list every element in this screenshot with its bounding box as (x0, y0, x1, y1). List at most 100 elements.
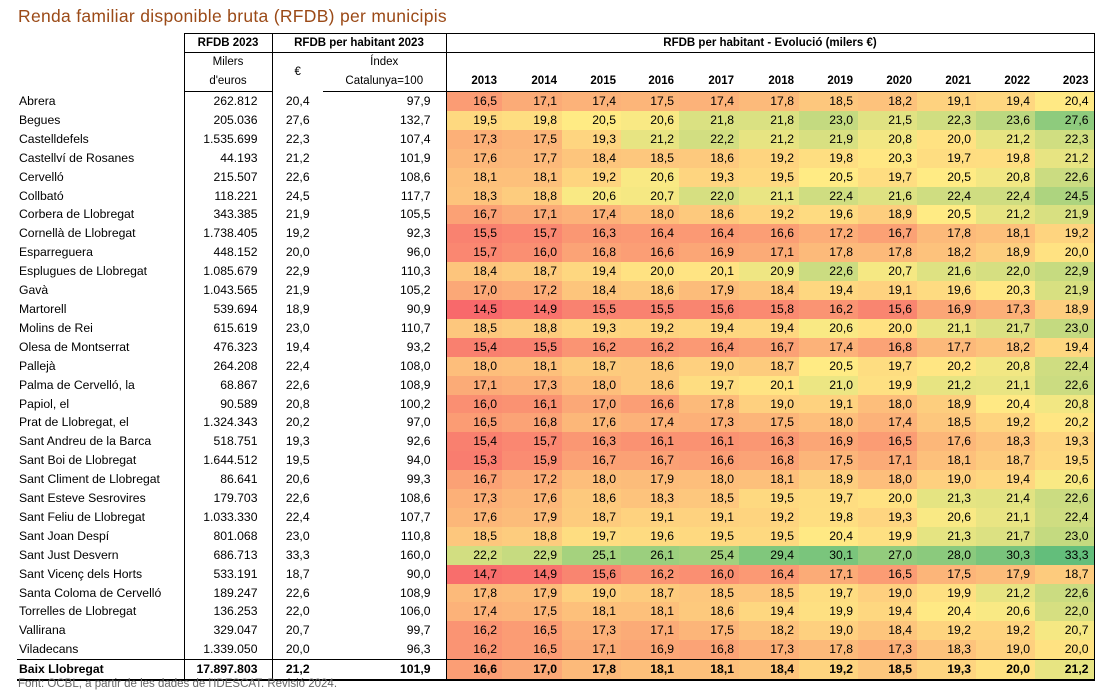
municipality-name: Sant Andreu de la Barca (19, 434, 152, 449)
evolution-cell: 17,3 (502, 375, 562, 395)
evolution-cell: 18,9 (976, 243, 1035, 263)
evolution-cell: 16,3 (562, 224, 621, 244)
evolution-cell: 21,0 (799, 375, 858, 395)
evolution-cell: 18,5 (858, 659, 917, 682)
evolution-cell: 18,1 (679, 659, 739, 682)
table-title: Renda familiar disponible bruta (RFDB) p… (18, 6, 447, 26)
evolution-cell: 17,2 (502, 470, 562, 490)
table-row: Olesa de Montserrat 476.323 19,4 93,2 15,4 15… (17, 337, 1095, 357)
table-row: Torrelles de Llobregat 136.253 22,0 106,0 17… (17, 602, 1095, 622)
eur-per-habitant: 22,0 (271, 602, 323, 622)
table-row: Palma de Cervelló, la 68.867 22,6 108,9 17,1… (17, 375, 1095, 395)
evolution-cell: 21,1 (739, 186, 799, 206)
evolution-cell: 21,2 (976, 129, 1035, 149)
evolution-cell: 15,4 (446, 432, 502, 452)
municipality-name: Esplugues de Llobregat (19, 264, 148, 279)
evolution-cell: 16,8 (502, 413, 562, 433)
evolution-cell: 24,5 (1035, 186, 1095, 206)
evolution-cell: 17,6 (446, 148, 502, 168)
evolution-cell: 20,4 (1035, 91, 1095, 111)
evolution-cell: 18,5 (679, 489, 739, 508)
rfdb-value: 189.247 (183, 583, 272, 603)
evolution-cell: 18,1 (739, 470, 799, 490)
evolution-cell: 16,3 (739, 432, 799, 452)
evolution-cell: 22,3 (1035, 129, 1095, 149)
eur-per-habitant: 19,3 (271, 432, 323, 452)
evolution-cell: 27,6 (1035, 110, 1095, 130)
evolution-cell: 17,3 (976, 299, 1035, 319)
municipality-name: Torrelles de Llobregat (19, 604, 137, 619)
evolution-cell: 20,7 (621, 186, 679, 206)
evolution-cell: 14,9 (502, 299, 562, 319)
evolution-cell: 18,9 (1035, 299, 1095, 319)
evolution-cell: 16,9 (679, 243, 739, 263)
evolution-cell: 18,0 (562, 470, 621, 490)
municipality-name: Sant Joan Despí (19, 528, 110, 543)
eur-per-habitant: 21,9 (271, 281, 323, 300)
evolution-cell: 20,1 (739, 375, 799, 395)
header-index: Índex (323, 52, 447, 72)
eur-per-habitant: 27,6 (271, 110, 323, 130)
evolution-cell: 18,5 (679, 583, 739, 603)
evolution-cell: 18,5 (446, 318, 502, 338)
evolution-cell: 19,6 (621, 526, 679, 546)
header-deuros: d'euros (183, 72, 272, 92)
evolution-cell: 20,0 (1035, 640, 1095, 660)
evolution-cell: 16,7 (446, 470, 502, 490)
evolution-cell: 18,4 (739, 659, 799, 682)
evolution-cell: 19,3 (858, 507, 917, 527)
table-row: Sant Feliu de Llobregat 1.033.330 22,4 107,… (17, 507, 1095, 527)
evolution-cell: 17,4 (621, 413, 679, 433)
evolution-cell: 21,2 (917, 375, 976, 395)
municipality-name: Abrera (19, 93, 56, 108)
evolution-cell: 16,7 (562, 451, 621, 471)
evolution-cell: 16,9 (917, 299, 976, 319)
evolution-cell: 20,4 (799, 526, 858, 546)
table-row: Molins de Rei 615.619 23,0 110,7 18,5 18,8 19,… (17, 318, 1095, 338)
index-value: 94,0 (323, 451, 447, 471)
evolution-cell: 29,4 (739, 545, 799, 565)
index-value: 106,0 (323, 602, 447, 622)
rfdb-value: 448.152 (183, 243, 272, 263)
evolution-cell: 19,4 (976, 91, 1035, 111)
year-header: 2023 (1035, 72, 1095, 92)
evolution-cell: 20,6 (562, 186, 621, 206)
index-value: 96,0 (323, 243, 447, 263)
eur-per-habitant: 18,7 (271, 564, 323, 584)
evolution-cell: 21,4 (976, 489, 1035, 508)
evolution-cell: 19,1 (799, 394, 858, 414)
rfdb-value: 205.036 (183, 110, 272, 130)
evolution-cell: 14,7 (446, 564, 502, 584)
evolution-cell: 25,4 (679, 545, 739, 565)
evolution-cell: 17,0 (446, 281, 502, 300)
evolution-cell: 19,9 (858, 375, 917, 395)
evolution-cell: 20,6 (621, 110, 679, 130)
evolution-cell: 18,8 (502, 318, 562, 338)
evolution-cell: 15,6 (562, 564, 621, 584)
evolution-cell: 17,0 (502, 659, 562, 682)
evolution-cell: 16,5 (858, 564, 917, 584)
evolution-cell: 17,1 (562, 640, 621, 660)
evolution-cell: 19,0 (679, 356, 739, 376)
index-value: 108,6 (323, 489, 447, 508)
table-row: Castelldefels 1.535.699 22,3 107,4 17,3 17,5 1… (17, 129, 1095, 149)
evolution-cell: 20,9 (739, 262, 799, 282)
eur-per-habitant: 21,9 (271, 205, 323, 225)
evolution-cell: 18,0 (858, 394, 917, 414)
evolution-cell: 20,5 (799, 167, 858, 187)
source-note: Font: OCBL, a partir de les dades de l'I… (18, 678, 338, 690)
evolution-cell: 16,2 (621, 337, 679, 357)
municipality-name: Viladecans (19, 642, 79, 657)
evolution-cell: 20,0 (858, 489, 917, 508)
rfdb-value: 539.694 (183, 299, 272, 319)
evolution-cell: 17,3 (446, 129, 502, 149)
evolution-cell: 17,8 (799, 640, 858, 660)
evolution-cell: 19,8 (976, 148, 1035, 168)
evolution-cell: 22,0 (976, 262, 1035, 282)
evolution-cell: 19,2 (1035, 224, 1095, 244)
evolution-cell: 17,4 (562, 91, 621, 111)
evolution-cell: 20,4 (976, 394, 1035, 414)
evolution-cell: 18,7 (1035, 564, 1095, 584)
evolution-cell: 17,9 (502, 583, 562, 603)
evolution-cell: 19,7 (799, 583, 858, 603)
